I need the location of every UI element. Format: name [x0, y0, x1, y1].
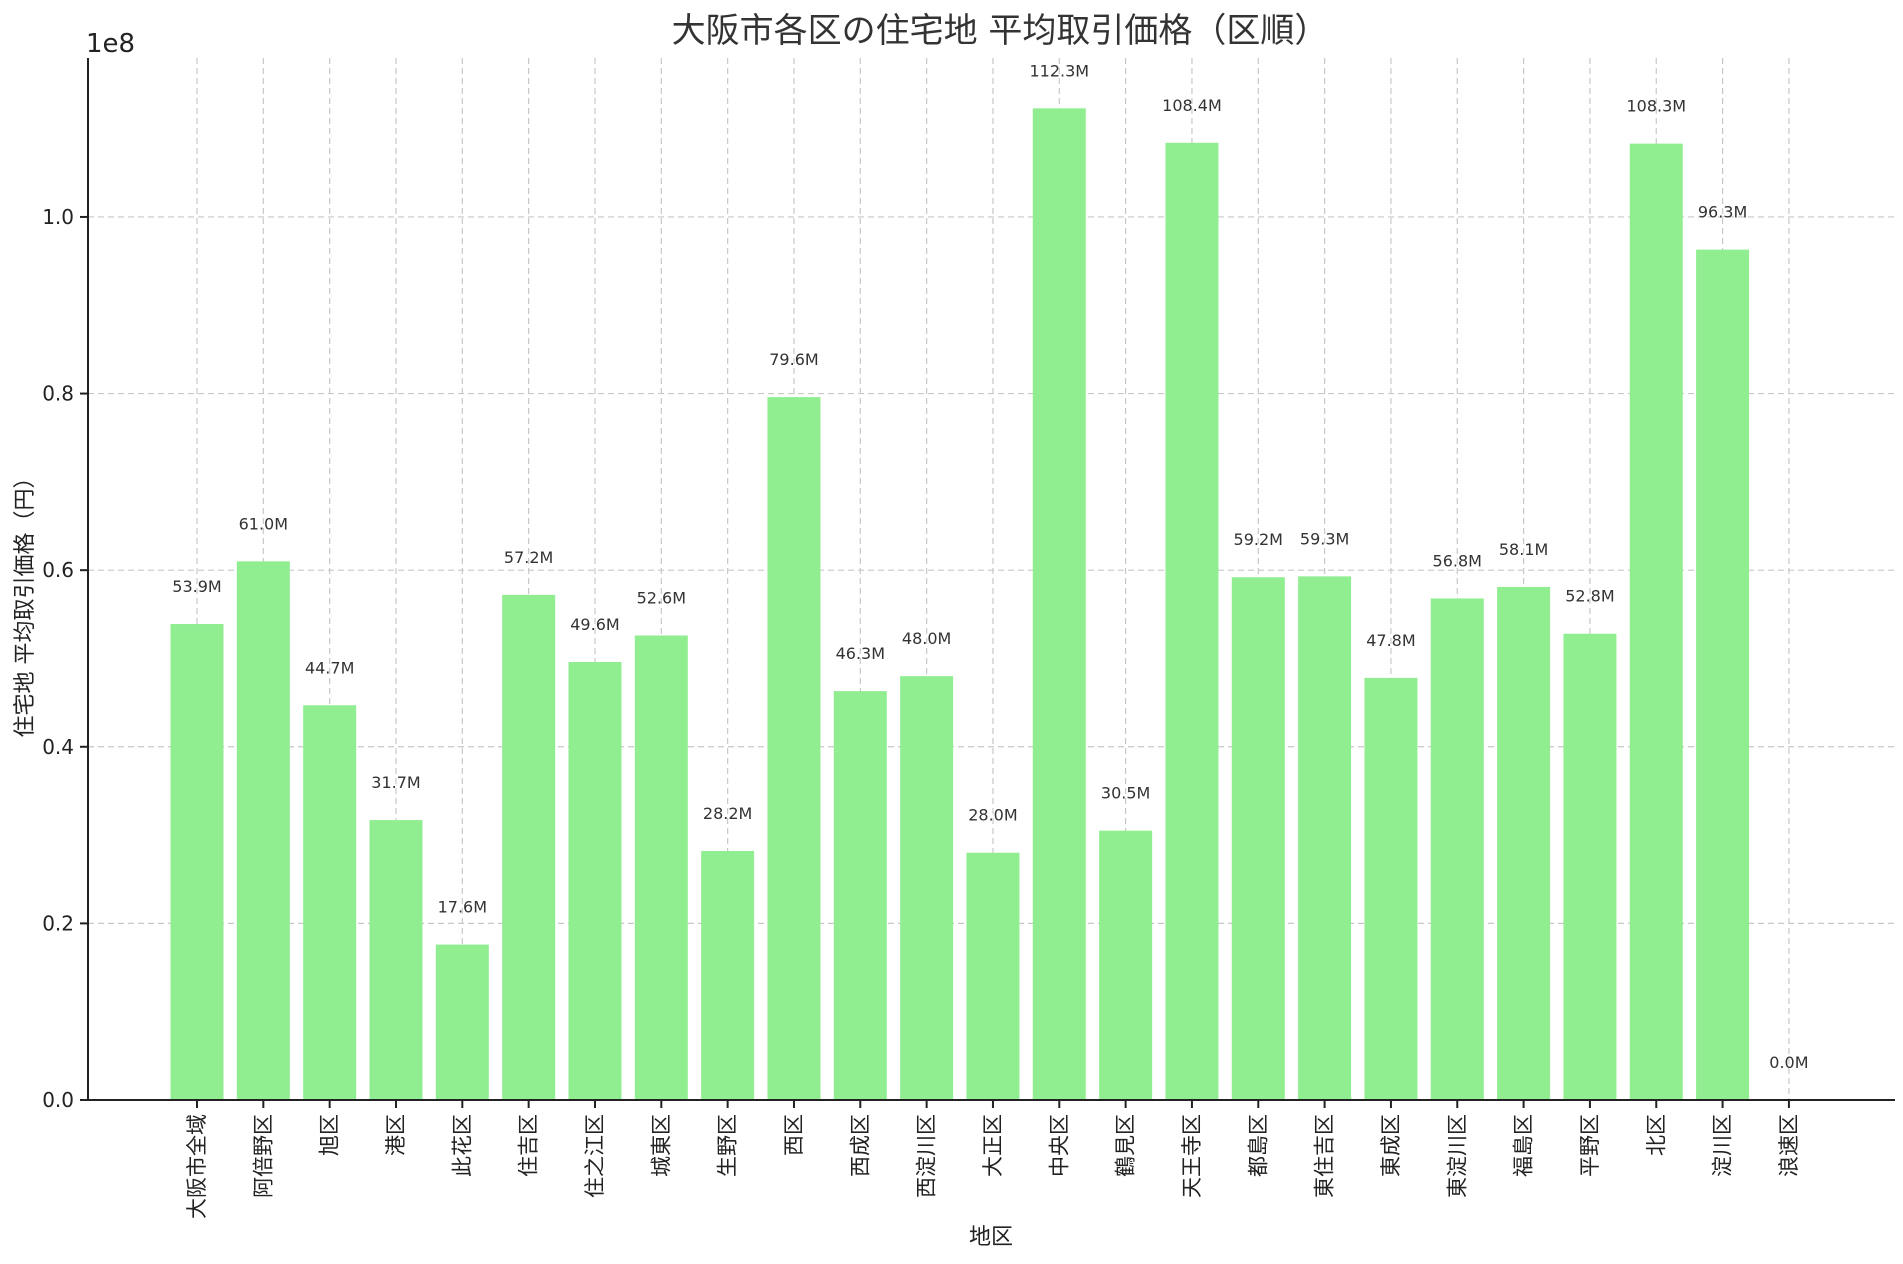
bar	[1165, 142, 1219, 1100]
x-tick-label: 天王寺区	[1180, 1114, 1204, 1198]
bar	[1231, 577, 1285, 1100]
bar-data-label: 59.2M	[1234, 530, 1283, 549]
axes	[80, 58, 1895, 1108]
x-tick-labels: 大阪市全域 阿倍野区 旭区 港区 此花区 住吉区 住之江区 城東区 生野区 西区 西成区 西淀川区 大正…	[185, 1114, 1801, 1219]
y-tick-label: 0.8	[42, 382, 74, 406]
bar-data-label: 108.3M	[1626, 97, 1686, 116]
bar-data-label: 0.0M	[1769, 1053, 1808, 1072]
x-tick-label: 東淀川区	[1445, 1114, 1469, 1198]
bar-data-label: 79.6M	[769, 350, 818, 369]
bars	[170, 108, 1750, 1100]
x-tick-label: 都島区	[1246, 1114, 1270, 1177]
bar-data-label: 112.3M	[1029, 61, 1089, 80]
bar-data-label: 61.0M	[239, 514, 288, 533]
x-tick-label: 生野区	[716, 1114, 740, 1177]
bar	[1629, 143, 1683, 1100]
bar	[833, 691, 887, 1100]
bar	[634, 635, 688, 1100]
bar	[236, 561, 290, 1100]
y-tick-label: 0.6	[42, 558, 74, 582]
bar	[701, 850, 755, 1100]
y-tick-label: 0.2	[42, 911, 74, 935]
x-tick-label: 阿倍野区	[251, 1114, 275, 1198]
x-tick-label: 福島区	[1512, 1114, 1536, 1177]
bar	[1430, 598, 1484, 1100]
x-tick-label: 東住吉区	[1313, 1114, 1337, 1198]
bar	[1696, 249, 1750, 1100]
bar-data-label: 47.8M	[1366, 631, 1415, 650]
x-tick-label: 旭区	[318, 1114, 342, 1156]
x-tick-label: 此花区	[450, 1114, 474, 1177]
y-axis-label: 住宅地 平均取引価格（円）	[13, 467, 38, 738]
bar-data-label: 59.3M	[1300, 529, 1349, 548]
bar-data-label: 56.8M	[1433, 551, 1482, 570]
bar-data-label: 46.3M	[836, 644, 885, 663]
x-tick-label: 大正区	[981, 1114, 1005, 1177]
x-tick-label: 港区	[384, 1114, 408, 1156]
x-tick-label: 浪速区	[1777, 1114, 1801, 1177]
bar-data-label: 52.8M	[1565, 587, 1614, 606]
bar-data-label: 53.9M	[172, 577, 221, 596]
chart-title: 大阪市各区の住宅地 平均取引価格（区順）	[672, 11, 1329, 51]
y-tick-label: 0.0	[42, 1088, 74, 1112]
x-tick-label: 西区	[782, 1114, 806, 1156]
bar-data-label: 96.3M	[1698, 203, 1747, 222]
bar-data-label: 48.0M	[902, 629, 951, 648]
x-tick-label: 西成区	[848, 1114, 872, 1177]
bar-data-label: 17.6M	[438, 898, 487, 917]
x-tick-label: 住吉区	[517, 1114, 541, 1177]
bar-data-label: 57.2M	[504, 548, 553, 567]
x-tick-label: 北区	[1644, 1114, 1668, 1156]
bar-data-label: 52.6M	[637, 589, 686, 608]
bar	[900, 676, 954, 1100]
bar	[170, 624, 224, 1100]
bar-data-label: 58.1M	[1499, 540, 1548, 559]
bar-data-label: 28.0M	[968, 806, 1017, 825]
y-tick-label: 0.4	[42, 735, 74, 759]
bar-data-label: 28.2M	[703, 804, 752, 823]
bar	[966, 852, 1020, 1100]
x-tick-label: 鶴見区	[1114, 1114, 1138, 1177]
bar	[369, 820, 423, 1100]
bar-data-label: 30.5M	[1101, 784, 1150, 803]
bar	[568, 662, 622, 1100]
bar-data-label: 44.7M	[305, 658, 354, 677]
bar-data-label: 49.6M	[570, 615, 619, 634]
x-tick-label: 城東区	[649, 1114, 673, 1177]
y-axis-offset-label: 1e8	[86, 29, 135, 59]
bar	[1032, 108, 1086, 1100]
x-tick-label: 東成区	[1379, 1114, 1403, 1177]
x-tick-label: 淀川区	[1711, 1114, 1735, 1177]
data-labels: 53.9M 61.0M 44.7M 31.7M 17.6M 57.2M 49.6M 52.6M…	[172, 61, 1808, 1072]
bar	[502, 594, 556, 1100]
bar-data-label: 108.4M	[1162, 96, 1222, 115]
x-tick-label: 西淀川区	[915, 1114, 939, 1198]
y-tick-labels: 0.0 0.2 0.4 0.6 0.8 1.0	[42, 205, 74, 1112]
bar	[1497, 586, 1551, 1100]
bar	[435, 944, 489, 1100]
y-tick-label: 1.0	[42, 205, 74, 229]
bar	[1563, 633, 1617, 1100]
x-tick-label: 中央区	[1047, 1114, 1071, 1177]
bar	[303, 705, 357, 1100]
bar	[1364, 677, 1418, 1100]
x-axis-label: 地区	[969, 1225, 1013, 1250]
x-tick-label: 大阪市全域	[185, 1114, 209, 1219]
bar	[1298, 576, 1352, 1100]
x-tick-label: 平野区	[1578, 1114, 1602, 1177]
bar	[767, 397, 821, 1100]
bar	[1099, 830, 1153, 1100]
bar-data-label: 31.7M	[371, 773, 420, 792]
x-tick-label: 住之江区	[583, 1114, 607, 1198]
